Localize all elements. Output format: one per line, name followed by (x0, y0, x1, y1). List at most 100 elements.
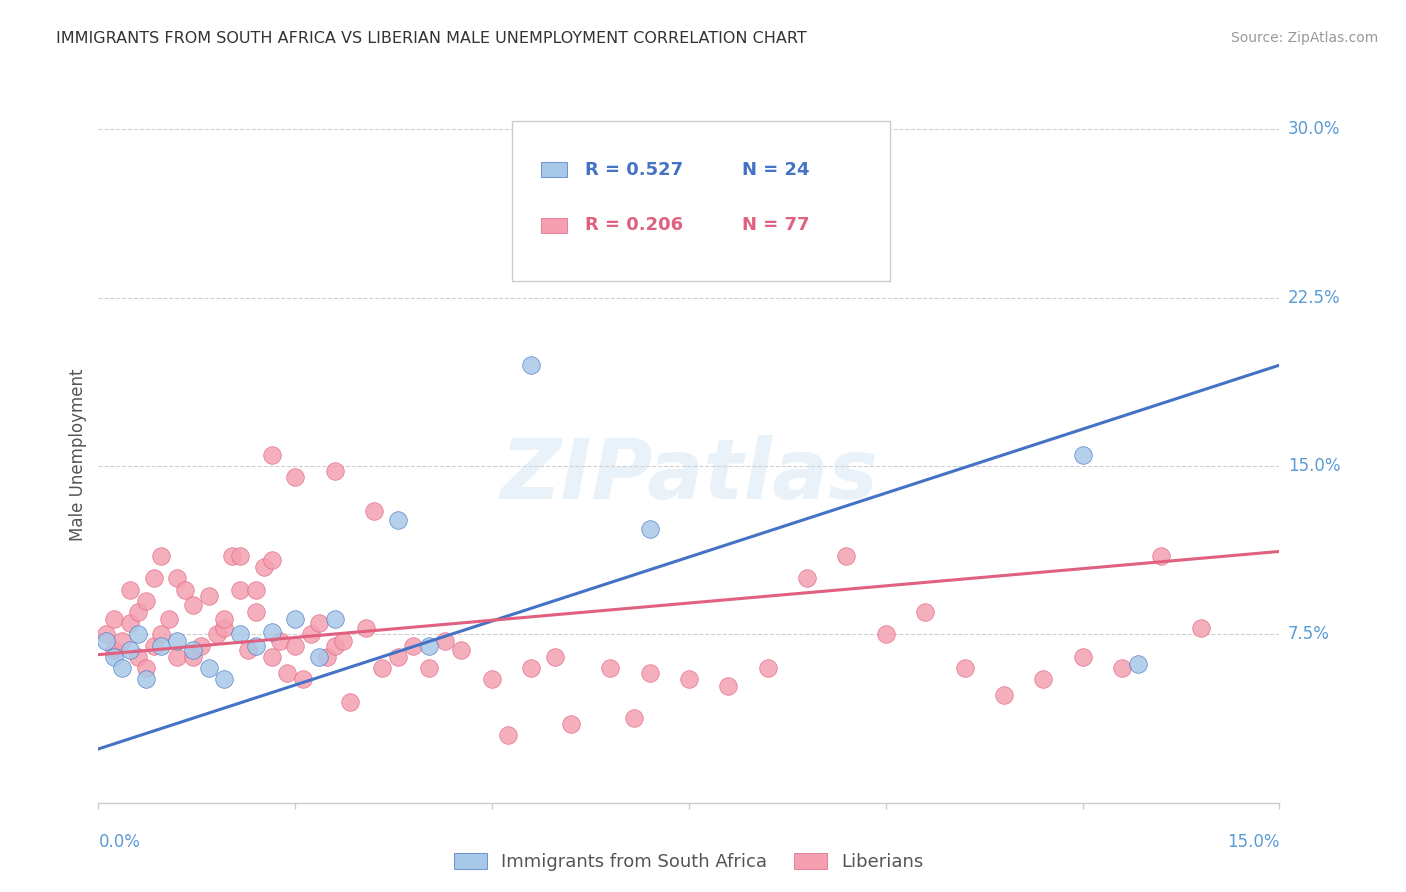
Point (450, 643, 472, 657)
Point (190, 639, 212, 653)
Point (111, 661, 134, 675)
Point (166, 571, 188, 585)
Text: 22.5%: 22.5% (1288, 289, 1340, 307)
Point (323, 612, 346, 626)
Point (103, 643, 125, 657)
Point (269, 634, 291, 648)
Point (308, 616, 330, 631)
Text: 0.0%: 0.0% (98, 833, 141, 851)
Point (638, 522, 661, 536)
Point (496, 729, 519, 743)
Point (1126, 657, 1149, 671)
Point (103, 649, 125, 664)
Point (560, 717, 582, 731)
Point (111, 634, 134, 648)
Point (332, 634, 354, 648)
Point (284, 470, 307, 484)
Point (638, 665, 661, 680)
Point (245, 605, 267, 619)
Point (260, 553, 283, 567)
Point (299, 627, 322, 641)
Point (599, 661, 621, 675)
FancyBboxPatch shape (512, 121, 890, 281)
Text: 15.0%: 15.0% (1288, 457, 1340, 475)
Point (157, 612, 180, 626)
Point (181, 599, 204, 613)
Point (418, 639, 440, 653)
Point (150, 627, 173, 641)
Point (236, 643, 259, 657)
Point (796, 571, 818, 585)
Text: Source: ZipAtlas.com: Source: ZipAtlas.com (1230, 31, 1378, 45)
FancyBboxPatch shape (541, 162, 567, 178)
Point (323, 639, 346, 653)
Point (339, 695, 361, 709)
Point (221, 549, 243, 563)
Text: 30.0%: 30.0% (1288, 120, 1340, 138)
Point (481, 673, 503, 687)
Point (245, 582, 267, 597)
Text: ZIPatlas: ZIPatlas (501, 435, 877, 516)
Point (197, 661, 219, 675)
Point (1150, 549, 1173, 563)
Point (135, 673, 157, 687)
Point (1071, 448, 1094, 462)
Point (914, 605, 936, 619)
Legend: Immigrants from South Africa, Liberians: Immigrants from South Africa, Liberians (447, 846, 931, 879)
Text: R = 0.527: R = 0.527 (585, 161, 683, 178)
Point (292, 673, 315, 687)
Point (756, 661, 779, 675)
Point (127, 627, 149, 641)
Point (875, 627, 897, 641)
Text: IMMIGRANTS FROM SOUTH AFRICA VS LIBERIAN MALE UNEMPLOYMENT CORRELATION CHART: IMMIGRANTS FROM SOUTH AFRICA VS LIBERIAN… (56, 31, 807, 46)
Text: 7.5%: 7.5% (1288, 625, 1330, 643)
Point (197, 590, 219, 604)
Point (678, 673, 700, 687)
Point (135, 594, 157, 608)
Point (118, 582, 141, 597)
Point (354, 621, 377, 635)
Point (418, 661, 440, 675)
Point (150, 639, 173, 653)
Point (284, 612, 307, 626)
Point (323, 464, 346, 478)
Point (214, 621, 236, 635)
Point (520, 358, 543, 372)
Point (127, 649, 149, 664)
Point (229, 627, 252, 641)
Point (229, 582, 252, 597)
Point (214, 612, 236, 626)
Point (993, 688, 1015, 702)
Point (433, 634, 456, 648)
Point (284, 639, 307, 653)
Point (402, 639, 425, 653)
Point (1189, 621, 1212, 635)
Point (96, 634, 118, 648)
Point (1111, 661, 1133, 675)
Point (387, 649, 409, 664)
Point (717, 679, 740, 693)
Point (135, 661, 157, 675)
Point (181, 649, 204, 664)
Point (371, 661, 394, 675)
Point (260, 625, 283, 640)
Point (118, 616, 141, 631)
Point (174, 582, 197, 597)
Point (796, 190, 818, 204)
Point (142, 571, 165, 585)
Point (103, 612, 125, 626)
FancyBboxPatch shape (541, 218, 567, 233)
Point (308, 649, 330, 664)
Text: R = 0.206: R = 0.206 (585, 217, 683, 235)
Point (835, 549, 858, 563)
Point (1032, 673, 1054, 687)
Point (245, 639, 267, 653)
Y-axis label: Male Unemployment: Male Unemployment (69, 368, 87, 541)
Point (166, 649, 188, 664)
Point (142, 639, 165, 653)
Point (229, 549, 252, 563)
Point (205, 627, 228, 641)
Point (118, 643, 141, 657)
Point (181, 643, 204, 657)
Point (363, 504, 385, 518)
